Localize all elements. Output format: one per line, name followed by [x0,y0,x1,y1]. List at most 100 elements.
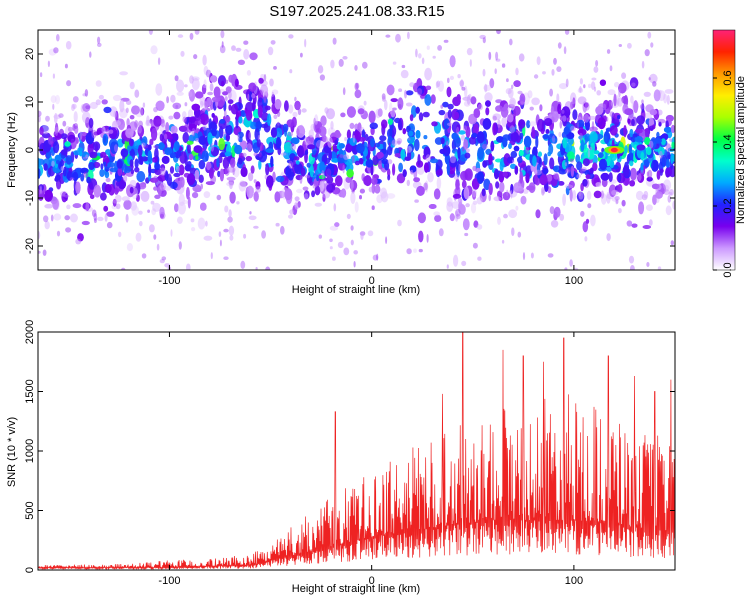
spectral-cell [451,132,459,140]
spectral-cell [387,159,393,165]
spectral-cell [81,220,90,226]
spectral-cell [321,170,325,179]
spectral-cell [568,180,575,189]
spectral-cell [323,136,328,143]
spectral-cell [483,178,491,190]
spectral-cell [579,78,584,85]
spectral-cell [558,168,567,175]
spectral-cell [148,163,152,177]
spectral-cell [376,253,379,261]
spectral-cell [89,101,98,110]
spectral-cell [141,156,149,162]
spectral-cell [186,187,190,200]
spectral-cell [234,144,243,155]
spectral-cell [265,266,271,270]
spectral-cell [95,80,102,87]
spectral-cell [280,225,285,235]
spectral-cell [583,113,590,123]
spectral-cell [178,193,185,206]
spectral-cell [621,72,627,79]
spectral-cell [327,136,333,148]
spectral-cell [362,61,368,69]
spectral-cell [353,261,356,268]
spectral-cell [194,169,200,180]
spectral-cell [182,116,187,123]
spectral-cell [381,158,389,165]
spectral-cell [660,138,666,146]
spectral-cell [156,243,160,251]
spectral-cell [149,224,155,233]
spectral-cell [130,201,138,211]
spectral-cell [267,46,274,56]
spectral-cell [38,168,41,179]
spectral-cell [617,183,623,193]
spectral-cell [670,153,674,165]
spectral-cell [442,101,449,108]
snr-series [38,332,675,570]
spectral-cell [520,195,527,205]
spectral-cell [85,117,91,128]
spectral-cell [476,197,483,205]
spectral-cell [294,202,298,208]
spectral-cell [250,165,255,174]
spectral-cell [85,202,90,212]
spectral-cell [316,139,324,149]
spectral-cell [651,159,659,172]
spectral-cell [263,74,267,82]
spectral-cell [643,91,651,97]
spectral-cell [343,154,350,160]
spectral-cell [582,158,590,167]
spectral-cell [647,169,653,179]
spectral-cell [270,155,274,168]
spectral-cell [665,205,672,216]
spectral-cell [449,55,456,68]
spectral-cell [118,179,126,190]
spectral-cell [481,188,486,197]
spectral-cell [368,186,374,193]
spectral-cell [651,183,660,190]
spectral-cell [184,102,188,107]
spectral-cell [106,221,113,229]
spectral-cell [39,126,44,136]
spectral-cell [160,118,166,128]
spectral-cell [559,83,568,90]
spectral-cell [579,86,582,93]
spectral-cell [187,196,191,209]
spectral-cell [81,111,91,124]
spectral-cell [206,161,212,171]
spectral-cell [627,118,631,124]
spectral-cell [629,128,634,138]
spectral-cell [556,93,560,103]
spectral-cell [406,179,410,187]
spectral-cell [611,189,619,196]
spectral-cell [614,81,620,88]
spectral-cell [416,185,425,196]
spectral-cell [237,157,243,165]
spectral-cell [224,151,232,157]
spectral-cell [488,194,492,202]
spectral-cell [556,66,562,72]
spectral-cell [346,106,356,118]
spectral-cell [60,149,68,156]
spectral-cell [299,175,303,184]
spectral-cell [452,193,462,199]
spectral-cell [260,84,269,96]
spectral-cell [482,118,492,130]
colorbar-tick-label: 0.4 [722,134,734,149]
spectral-cell [262,95,268,100]
spectral-cell [65,227,72,233]
spectral-cell [140,190,150,202]
spectral-cell [93,218,97,224]
spectral-cell [485,107,490,116]
spectral-cell [413,177,420,183]
spectral-cell [270,127,278,138]
spectral-cell [408,130,414,137]
spectral-cell [508,209,518,219]
spectral-cell [502,171,508,178]
spectral-cell [184,164,192,172]
spectral-cell [518,187,524,194]
spectrogram-ylabel: Frequency (Hz) [6,112,18,188]
spectral-cell [326,175,334,184]
spectral-cell [222,131,227,137]
spectral-cell [639,104,645,110]
